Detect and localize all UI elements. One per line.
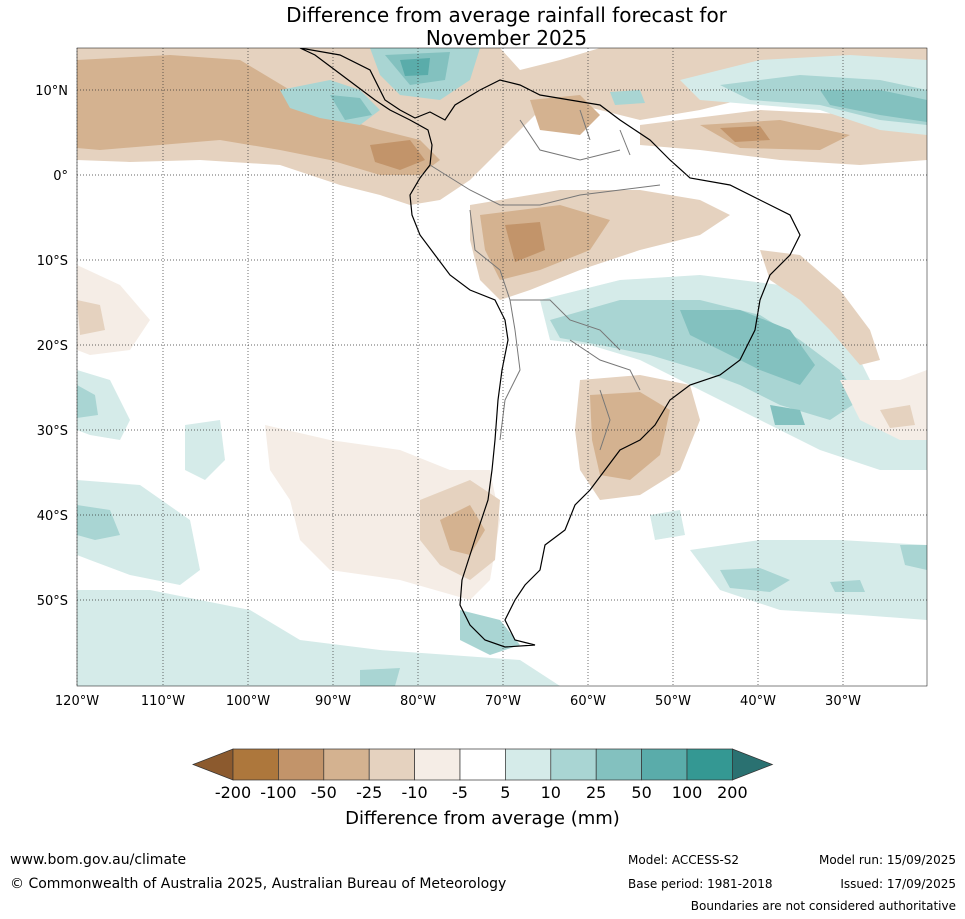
colorbar-tick-label: 200 [717,783,748,802]
colorbar-swatch [641,748,688,781]
colorbar-tick-label: -200 [214,783,252,802]
colorbar-swatch [232,748,279,781]
footer-base-period: Base period: 1981-2018 [628,877,773,891]
graticule [76,48,927,686]
colorbar-swatch [686,748,733,781]
colorbar-swatch [595,748,642,781]
footer-model-run: Model run: 15/09/2025 [818,853,956,867]
lon-label: 30°W [825,694,861,709]
colorbar-swatch [278,748,325,781]
colorbar-title: Difference from average (mm) [345,808,620,829]
colorbar-tick-label: 50 [631,783,652,802]
lon-label: 120°W [55,694,99,709]
lat-labels: 10°N 0° 10°S 20°S 30°S 40°S 50°S [35,84,68,609]
footer-disclaimer: Boundaries are not considered authoritat… [690,899,956,913]
colorbar-swatch [323,748,370,781]
colorbar-swatch [414,748,461,781]
footer-url: www.bom.gov.au/climate [10,852,187,868]
colorbar-tick-label: 100 [671,783,703,802]
lon-label: 40°W [740,694,776,709]
colorbar-tick-label: -10 [401,783,428,802]
colorbar-swatch [505,748,552,781]
map-title: Difference from average rainfall forecas… [0,4,965,50]
colorbar-tick-label: -5 [452,783,468,802]
colorbar-tick-label: -100 [260,783,297,802]
colorbar-tick-label: -50 [310,783,337,802]
colorbar-tick-label: 10 [540,783,561,802]
footer-copyright: © Commonwealth of Australia 2025, Austra… [10,876,507,892]
colorbar-swatch [368,748,415,781]
colorbar-swatch [459,748,506,781]
lat-label: 30°S [37,424,68,439]
footer-issued: Issued: 17/09/2025 [840,877,956,891]
map-title-line2: November 2025 [425,26,588,50]
colorbar-swatch [550,748,597,781]
country-borders [429,109,661,451]
lon-label: 50°W [655,694,691,709]
colorbar-tick-label: -25 [356,783,383,802]
colorbar [192,748,774,781]
colorbar-tick-label: 25 [586,783,607,802]
lon-label: 60°W [570,694,606,709]
colorbar-tick-label: 5 [500,783,511,802]
colorbar-extend-high [732,748,774,781]
lon-labels: 120°W 110°W 100°W 90°W 80°W 70°W 60°W 50… [55,694,861,709]
coastline [299,48,801,648]
footer-model: Model: ACCESS-S2 [628,853,740,867]
lon-label: 70°W [485,694,521,709]
lon-label: 110°W [141,694,185,709]
lat-label: 40°S [37,509,68,524]
lat-label: 10°S [37,254,68,269]
lon-label: 100°W [226,694,270,709]
lon-label: 80°W [400,694,436,709]
lat-label: 10°N [35,84,68,99]
lat-label: 20°S [37,339,68,354]
lat-label: 0° [53,169,68,184]
colorbar-extend-low [192,748,234,781]
map-title-line1: Difference from average rainfall forecas… [286,3,727,27]
lat-label: 50°S [37,594,68,609]
anomaly-field [77,48,927,686]
lon-label: 90°W [315,694,351,709]
